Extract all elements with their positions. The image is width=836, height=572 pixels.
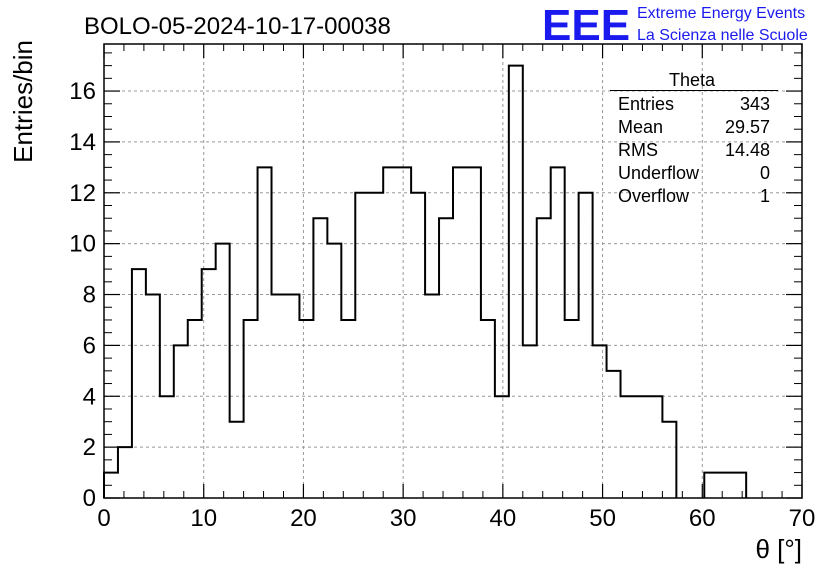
plot-frame: [103, 43, 803, 499]
axis-ticks: [103, 44, 803, 499]
stats-label: Entries: [618, 94, 674, 114]
x-tick-label: 0: [97, 505, 110, 532]
stats-box-name: Theta: [669, 70, 716, 90]
y-tick-label: 4: [83, 383, 96, 410]
eee-logo: EEE Extreme Energy Events La Scienza nel…: [542, 1, 808, 50]
x-tick-label: 40: [490, 505, 517, 532]
y-tick-label: 2: [83, 434, 96, 461]
stats-value: 1: [760, 186, 770, 206]
x-tick-label: 60: [689, 505, 716, 532]
stats-box-separator: [610, 90, 778, 91]
stats-value: 0: [760, 163, 770, 183]
y-axis-label: Entries/bin: [8, 40, 38, 163]
stats-label: Mean: [618, 117, 663, 137]
y-tick-label: 16: [69, 78, 96, 105]
stats-box-rows: Entries 343 Mean 29.57 RMS 14.48 Underflow 0 Ove…: [618, 94, 770, 206]
stats-label: Overflow: [618, 186, 690, 206]
y-tick-label: 0: [83, 485, 96, 512]
eee-logo-line2: La Scienza nelle Scuole: [637, 27, 808, 44]
x-tick-label: 10: [190, 505, 217, 532]
y-tick-label: 10: [69, 231, 96, 258]
y-tick-label: 14: [69, 129, 96, 156]
y-tick-label: 12: [69, 180, 96, 207]
eee-logo-line1: Extreme Energy Events: [637, 5, 805, 22]
stats-value: 343: [740, 94, 770, 114]
stats-label: Underflow: [618, 163, 700, 183]
stats-value: 14.48: [725, 140, 770, 160]
x-tick-label: 50: [589, 505, 616, 532]
x-axis-label: θ [°]: [755, 534, 802, 564]
x-tick-label: 30: [390, 505, 417, 532]
x-tick-labels: 0 10 20 30 40 50 60 70: [97, 505, 815, 532]
stats-box: Theta Entries 343 Mean 29.57 RMS 14.48 Underfl…: [610, 70, 778, 206]
y-tick-label: 6: [83, 332, 96, 359]
histogram-series: [103, 64, 748, 498]
x-tick-label: 20: [290, 505, 317, 532]
stats-value: 29.57: [725, 117, 770, 137]
y-tick-label: 8: [83, 282, 96, 309]
eee-logo-mark: EEE: [542, 1, 630, 50]
chart-title: BOLO-05-2024-10-17-00038: [84, 13, 391, 40]
stats-label: RMS: [618, 140, 658, 160]
grid-lines: [104, 44, 802, 498]
y-tick-labels: 0 2 4 6 8 10 12 14 16: [69, 78, 96, 512]
x-tick-label: 70: [789, 505, 816, 532]
